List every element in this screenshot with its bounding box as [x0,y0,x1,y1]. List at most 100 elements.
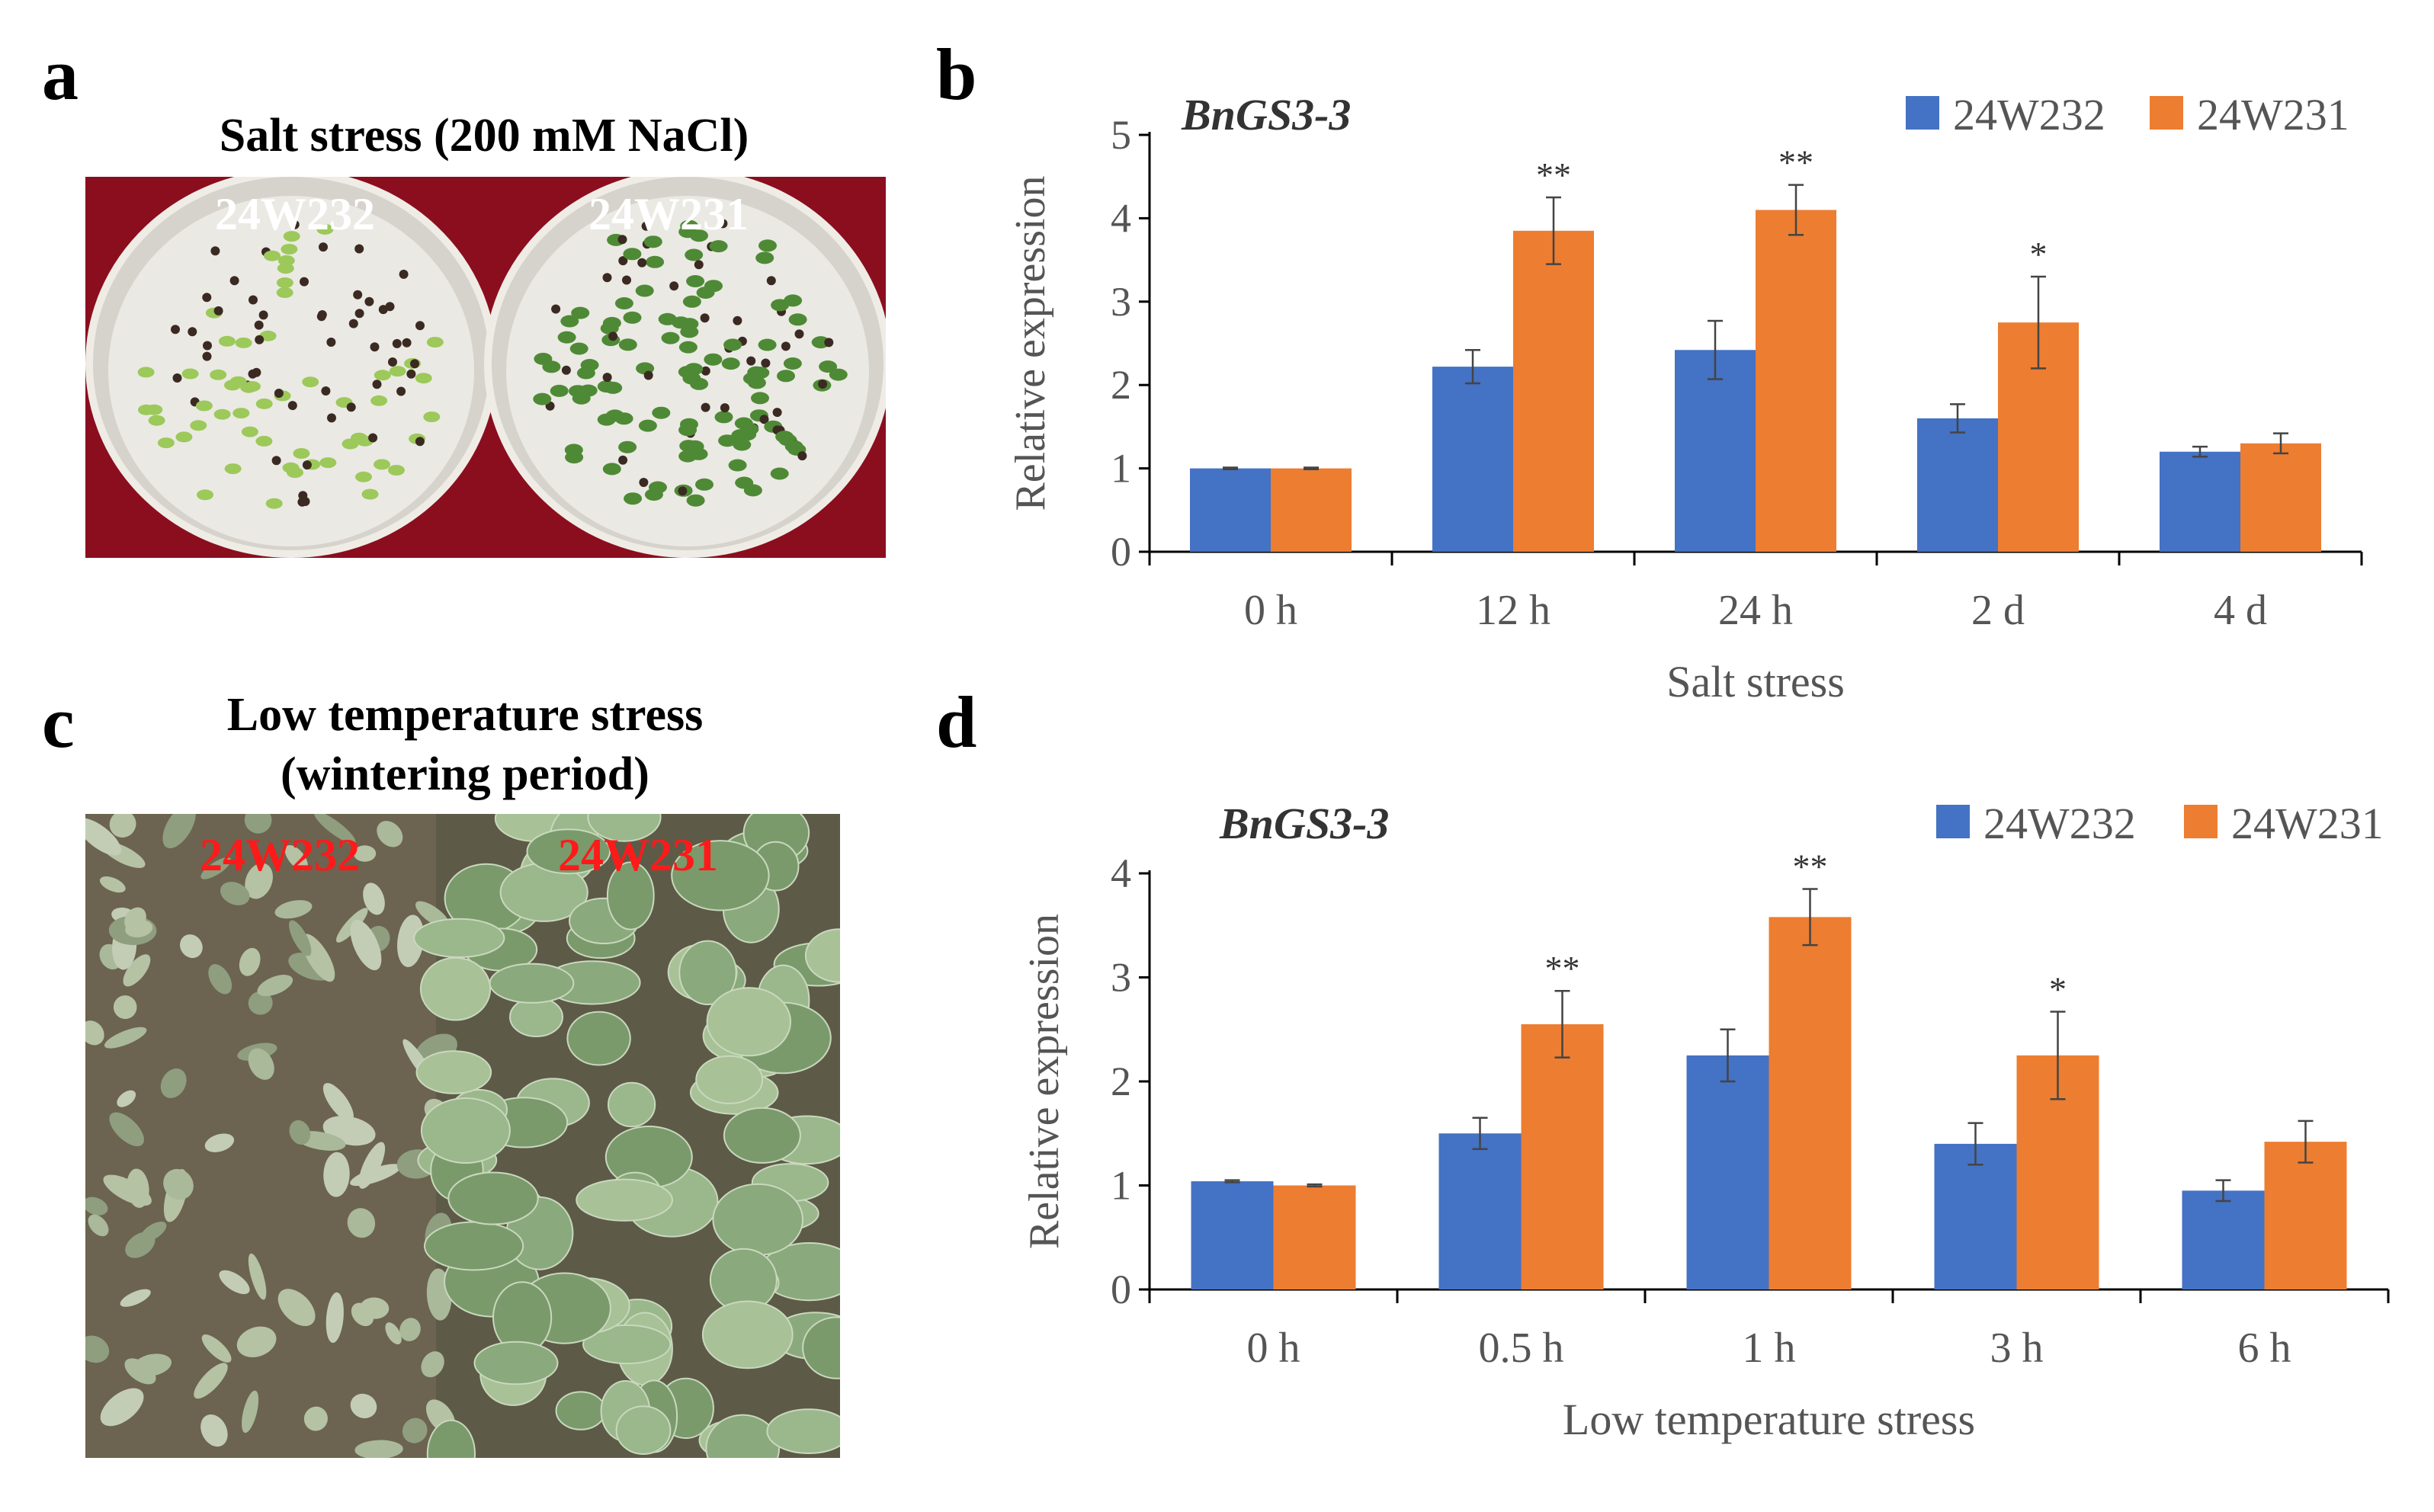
seedling [560,315,579,328]
frost-damaged-leaf [220,882,250,905]
frost-damaged-leaf [103,1174,152,1206]
frost-damaged-leaf [219,1270,250,1295]
seedling [277,255,295,266]
frost-damaged-leaf [85,1020,104,1046]
seedling [202,351,212,361]
healthy-leaf [766,1408,840,1454]
significance-marker: ** [1778,143,1813,182]
healthy-leaf [608,1081,656,1128]
seedling [569,342,588,355]
seedling [534,352,553,365]
seedling [300,277,309,287]
seedling [639,478,649,487]
seedling [188,327,197,337]
seedling [643,370,653,380]
frost-damaged-leaf [109,814,136,838]
seedling [701,366,710,376]
seedling [137,367,155,378]
legend-swatch-24W232 [1906,96,1939,130]
seedling [797,451,807,461]
seedling [229,276,239,286]
frost-damaged-leaf [208,964,232,995]
seedling [686,275,705,287]
frost-damaged-leaf [160,1068,187,1098]
seedling [210,246,220,256]
legend-swatch-24W232 [1936,805,1970,838]
seedling [346,402,356,412]
seedling [181,368,199,380]
healthy-leaf [424,1221,524,1271]
seedling [751,392,769,405]
healthy-leaf [587,814,662,842]
y-axis-label: Relative expression [1021,914,1068,1249]
seedling [690,229,708,242]
seedling [353,290,363,300]
seedling [686,494,705,507]
bar-24W232 [1675,350,1756,552]
seedling [319,242,328,252]
frost-damaged-leaf [347,1208,376,1238]
seedling [255,335,265,344]
x-tick-label: 0 h [1247,1325,1300,1372]
seedling [709,240,728,253]
seedling [399,269,409,279]
bar-24W232 [1686,1055,1769,1289]
bar-24W232 [1191,1181,1274,1289]
seedling [600,322,619,335]
frost-damaged-leaf [88,1214,109,1237]
salt-stress-photo: 24W232 24W231 [85,177,886,558]
seedling [224,380,241,391]
seedling [758,239,777,252]
seedling [622,275,631,285]
x-axis-label: Salt stress [1666,657,1845,706]
legend-swatch-24W231 [2184,805,2218,838]
photo-a-label-24w232: 24W232 [215,189,375,239]
x-tick-label: 0 h [1244,587,1297,634]
seedling [402,338,412,348]
bar-24W232 [1190,468,1271,552]
healthy-leaf [701,1300,794,1369]
seedling [361,489,379,500]
seedling [316,223,334,235]
seedling [733,316,742,325]
seedling [175,431,193,443]
seedling [564,444,583,456]
frost-damaged-leaf [124,1358,156,1385]
healthy-leaf [489,963,575,1004]
panel-c-title-line1: Low temperature stress [226,689,704,741]
seedling [302,460,312,470]
seedling [232,408,250,419]
seedling [203,341,212,351]
seedling [602,273,612,283]
low-temperature-photo: 24W232 24W231 [85,814,840,1458]
seedling [669,281,679,291]
chart-d-low-temperature: BnGS3-3 Relative expression 0 1 2 3 4 0 h 0.5 h *… [1021,799,2390,1444]
seedling [685,248,704,261]
seedling [649,481,667,494]
seedling [372,380,382,389]
seedling [415,321,425,331]
frost-damaged-leaf [363,883,385,915]
seedling [678,341,697,354]
frost-damaged-leaf [244,814,272,834]
seedling [643,235,662,248]
seedling [718,434,737,447]
seedling [695,478,714,491]
chart-b-salt-stress: BnGS3-3 Relative expression 0 1 2 3 4 5 0 h 12 h *… [1007,90,2363,706]
frost-damaged-leaf [109,1112,144,1147]
seedling [788,313,807,326]
seedling [302,376,319,388]
seedling [781,341,790,351]
bar-24W231 [1756,210,1836,552]
bar-24W232 [1432,367,1513,552]
seedling [770,467,789,480]
x-tick-label: 2 d [1971,587,2025,634]
chart-title: BnGS3-3 [1181,90,1351,139]
x-tick-label: 12 h [1476,587,1551,634]
seedling [597,380,616,393]
seedling [533,392,552,405]
seedling [602,463,621,476]
legend-label-24W231: 24W231 [2197,90,2349,139]
seedling [388,357,397,367]
seedling [772,408,782,418]
